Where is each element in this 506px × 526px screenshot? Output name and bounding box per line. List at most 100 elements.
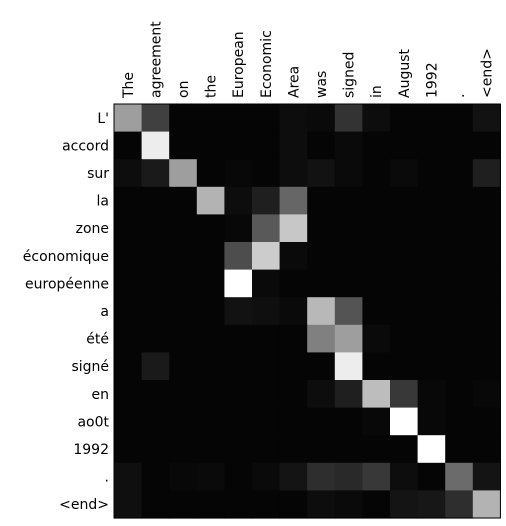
heatmap-cell <box>334 324 363 353</box>
heatmap-cell <box>334 242 363 271</box>
heatmap-cell <box>252 324 281 353</box>
heatmap-cell <box>279 490 308 519</box>
heatmap-cell <box>307 214 336 243</box>
y-tick-label: en <box>92 387 110 403</box>
heatmap-cell <box>252 214 281 243</box>
heatmap-cell <box>196 435 225 464</box>
heatmap-cell <box>390 352 419 381</box>
heatmap-cell <box>141 435 170 464</box>
heatmap-cell <box>169 159 198 188</box>
heatmap-cell <box>114 462 143 491</box>
x-tick-label: . <box>452 94 468 98</box>
heatmap-cell <box>114 269 143 298</box>
x-tick-label: in <box>369 85 385 98</box>
heatmap-cell <box>472 242 501 271</box>
heatmap-cell <box>141 407 170 436</box>
heatmap-cell <box>390 242 419 271</box>
y-tick-label: 1992 <box>73 442 109 458</box>
heatmap-cell <box>472 407 501 436</box>
heatmap-cell <box>169 490 198 519</box>
heatmap-cell <box>362 380 391 409</box>
heatmap-cell <box>472 159 501 188</box>
heatmap-cell <box>196 352 225 381</box>
heatmap-cell <box>169 214 198 243</box>
heatmap-cell <box>390 380 419 409</box>
heatmap-cell <box>224 242 253 271</box>
heatmap-cell <box>114 324 143 353</box>
heatmap-cell <box>141 131 170 160</box>
heatmap-cell <box>114 352 143 381</box>
heatmap-cell <box>362 159 391 188</box>
heatmap-cell <box>445 297 474 326</box>
heatmap-cell <box>307 269 336 298</box>
heatmap-cell <box>141 269 170 298</box>
heatmap-cell <box>224 131 253 160</box>
heatmap-cell <box>279 269 308 298</box>
heatmap-cell <box>252 380 281 409</box>
heatmap-cell <box>417 324 446 353</box>
heatmap-cell <box>252 131 281 160</box>
x-tick-label: European <box>231 31 247 98</box>
heatmap-cell <box>114 159 143 188</box>
heatmap-cell <box>169 407 198 436</box>
heatmap-cell <box>390 214 419 243</box>
heatmap-cell <box>362 297 391 326</box>
x-axis-labels: The agreement on the European Economic Area was… <box>121 21 496 99</box>
heatmap-cell <box>307 186 336 215</box>
plot-frame <box>113 103 501 519</box>
heatmap-cell <box>362 131 391 160</box>
heatmap-cell <box>252 462 281 491</box>
heatmap-cell <box>169 269 198 298</box>
heatmap-cell <box>307 131 336 160</box>
heatmap-cell <box>390 435 419 464</box>
heatmap-cell <box>445 490 474 519</box>
heatmap-cell <box>224 159 253 188</box>
heatmap-cell <box>196 104 225 133</box>
heatmap-cell <box>196 297 225 326</box>
heatmap-cell <box>196 242 225 271</box>
heatmap-cell <box>114 131 143 160</box>
heatmap-cells <box>114 104 501 519</box>
x-tick-label: Economic <box>259 30 275 98</box>
heatmap-cell <box>362 490 391 519</box>
heatmap-cell <box>141 380 170 409</box>
heatmap-cell <box>114 435 143 464</box>
heatmap-cell <box>141 352 170 381</box>
heatmap-cell <box>141 324 170 353</box>
heatmap-cell <box>196 159 225 188</box>
heatmap-cell <box>114 104 143 133</box>
heatmap-cell <box>472 269 501 298</box>
heatmap-cell <box>307 104 336 133</box>
heatmap-cell <box>224 186 253 215</box>
heatmap-cell <box>472 104 501 133</box>
heatmap-cell <box>169 242 198 271</box>
heatmap-cell <box>390 462 419 491</box>
heatmap-cell <box>252 435 281 464</box>
x-tick-label: was <box>314 71 330 98</box>
heatmap-cell <box>114 242 143 271</box>
heatmap-cell <box>169 380 198 409</box>
heatmap-cell <box>279 435 308 464</box>
heatmap-cell <box>472 186 501 215</box>
heatmap-cell <box>334 462 363 491</box>
heatmap-cell <box>252 490 281 519</box>
heatmap-cell <box>279 159 308 188</box>
heatmap-cell <box>362 242 391 271</box>
heatmap-cell <box>307 380 336 409</box>
heatmap-cell <box>114 214 143 243</box>
heatmap-cell <box>334 104 363 133</box>
x-tick-label: signed <box>342 52 358 98</box>
y-tick-label: été <box>86 332 109 348</box>
heatmap-cell <box>417 462 446 491</box>
heatmap-cell <box>252 186 281 215</box>
heatmap-cell <box>417 131 446 160</box>
heatmap-cell <box>390 297 419 326</box>
heatmap-cell <box>307 242 336 271</box>
heatmap-cell <box>362 462 391 491</box>
heatmap-cell <box>252 104 281 133</box>
heatmap-cell <box>362 407 391 436</box>
y-tick-label: signé <box>71 359 109 375</box>
heatmap-cell <box>334 435 363 464</box>
heatmap-cell <box>196 214 225 243</box>
heatmap-cell <box>196 324 225 353</box>
